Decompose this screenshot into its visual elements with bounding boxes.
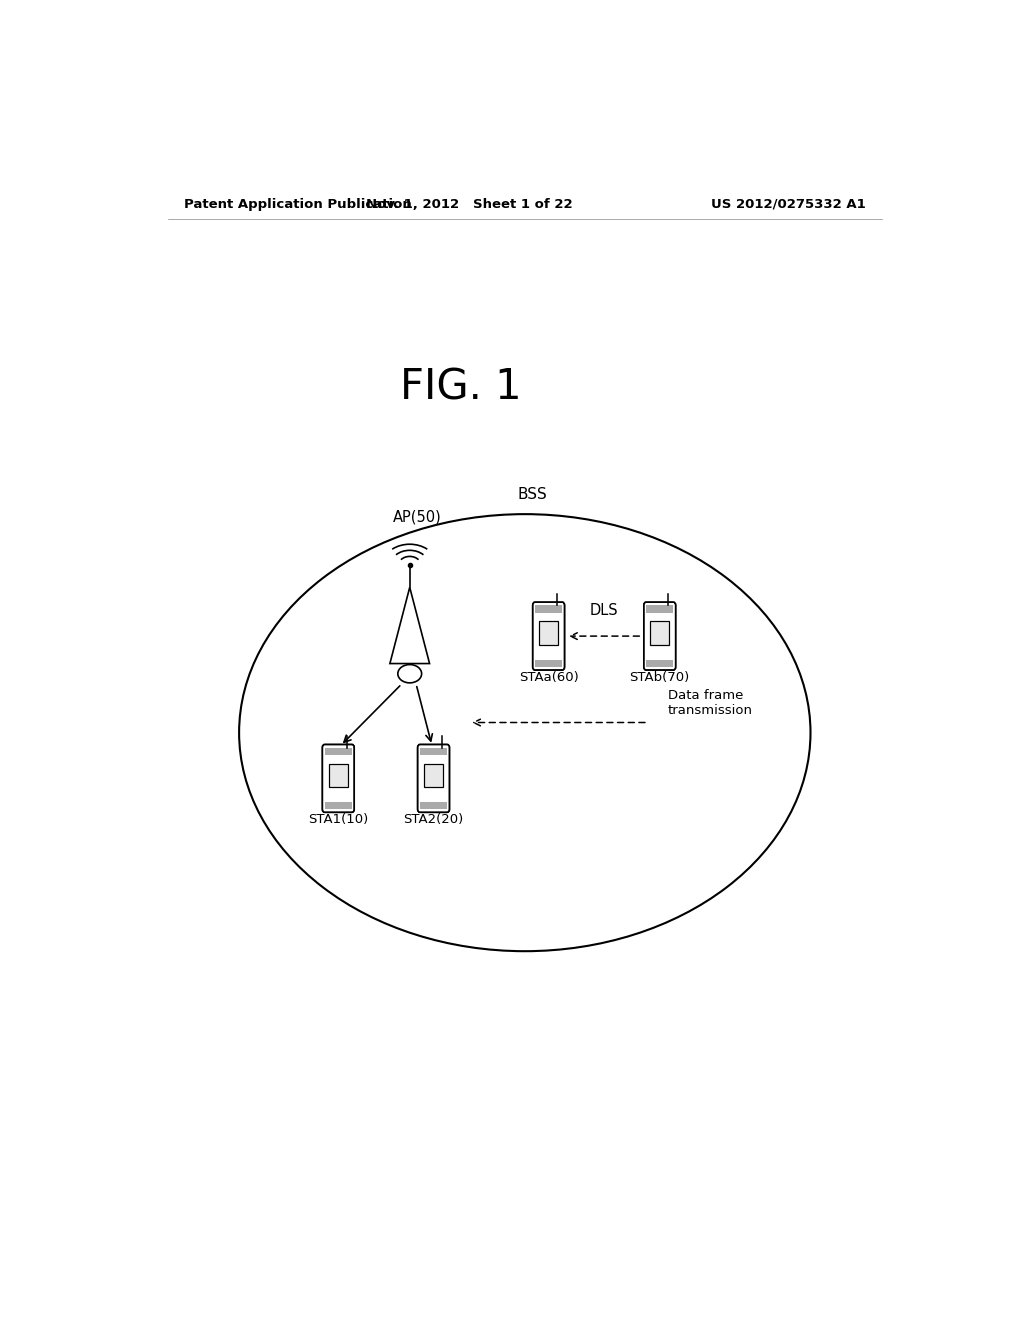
Bar <box>650 622 670 644</box>
Bar <box>424 763 443 787</box>
Bar <box>329 763 348 787</box>
Bar <box>325 801 352 809</box>
Polygon shape <box>390 587 430 664</box>
Text: Nov. 1, 2012   Sheet 1 of 22: Nov. 1, 2012 Sheet 1 of 22 <box>366 198 572 211</box>
Bar <box>535 605 562 612</box>
Text: STAb(70): STAb(70) <box>630 671 690 684</box>
FancyBboxPatch shape <box>418 744 450 812</box>
Text: US 2012/0275332 A1: US 2012/0275332 A1 <box>712 198 866 211</box>
FancyBboxPatch shape <box>532 602 564 671</box>
Bar <box>539 622 558 644</box>
Bar <box>420 747 447 755</box>
Text: STAa(60): STAa(60) <box>519 671 579 684</box>
Bar <box>646 605 674 612</box>
FancyBboxPatch shape <box>323 744 354 812</box>
FancyBboxPatch shape <box>644 602 676 671</box>
Text: Patent Application Publication: Patent Application Publication <box>183 198 412 211</box>
Text: BSS: BSS <box>518 487 548 502</box>
Text: STA2(20): STA2(20) <box>403 813 464 826</box>
Bar <box>325 747 352 755</box>
Bar <box>420 801 447 809</box>
Text: FIG. 1: FIG. 1 <box>400 366 522 408</box>
Bar <box>535 660 562 667</box>
Ellipse shape <box>397 664 422 682</box>
Text: Data frame
transmission: Data frame transmission <box>668 689 753 718</box>
Text: STA1(10): STA1(10) <box>308 813 369 826</box>
Bar <box>646 660 674 667</box>
Text: DLS: DLS <box>590 603 618 618</box>
Text: AP(50): AP(50) <box>393 510 442 524</box>
